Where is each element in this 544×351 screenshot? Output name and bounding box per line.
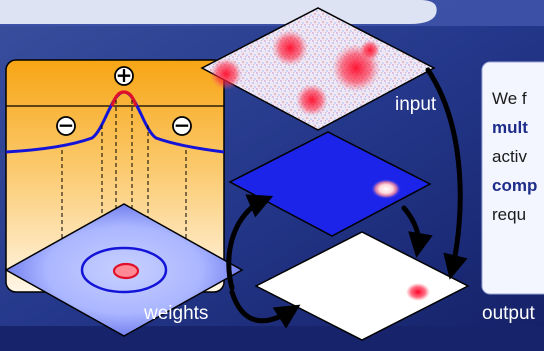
text-line-4: comp bbox=[492, 176, 537, 195]
input-label: input bbox=[395, 94, 437, 115]
text-line-2: mult bbox=[492, 118, 528, 137]
weights-plane bbox=[4, 203, 244, 337]
output-label: output bbox=[482, 303, 536, 324]
arrow-convolved-to-output bbox=[401, 205, 433, 258]
profile-peak bbox=[110, 90, 138, 107]
arrow-weights-to-convolved bbox=[226, 194, 274, 291]
convolved-peak bbox=[371, 179, 401, 199]
input-plane bbox=[200, 7, 436, 131]
minus-sign-right-icon bbox=[172, 116, 192, 136]
minus-sign-left-label: − bbox=[58, 113, 75, 137]
text-panel-box bbox=[481, 61, 544, 295]
text-line-1: We f bbox=[492, 89, 527, 108]
text-line-3: activ bbox=[492, 147, 527, 166]
output-peak bbox=[406, 283, 430, 301]
plus-sign-icon bbox=[114, 66, 134, 86]
weights-ring bbox=[80, 246, 168, 294]
arrow-input-to-output bbox=[425, 67, 468, 280]
text-line-5: requ bbox=[492, 205, 526, 224]
minus-sign-left-icon bbox=[56, 116, 76, 136]
convolved-plane bbox=[228, 131, 432, 237]
text-panel: We f mult activ comp requ bbox=[481, 61, 544, 295]
top-banner-tab bbox=[0, 0, 437, 24]
output-plane bbox=[254, 231, 470, 341]
bottom-strip bbox=[0, 326, 544, 351]
weights-center bbox=[112, 262, 140, 280]
arrow-weights-to-output bbox=[229, 289, 301, 329]
weights-label: weights bbox=[143, 303, 208, 324]
plus-sign-label: + bbox=[116, 63, 133, 87]
flow-arrows bbox=[226, 67, 468, 329]
minus-sign-right-label: − bbox=[174, 113, 191, 137]
